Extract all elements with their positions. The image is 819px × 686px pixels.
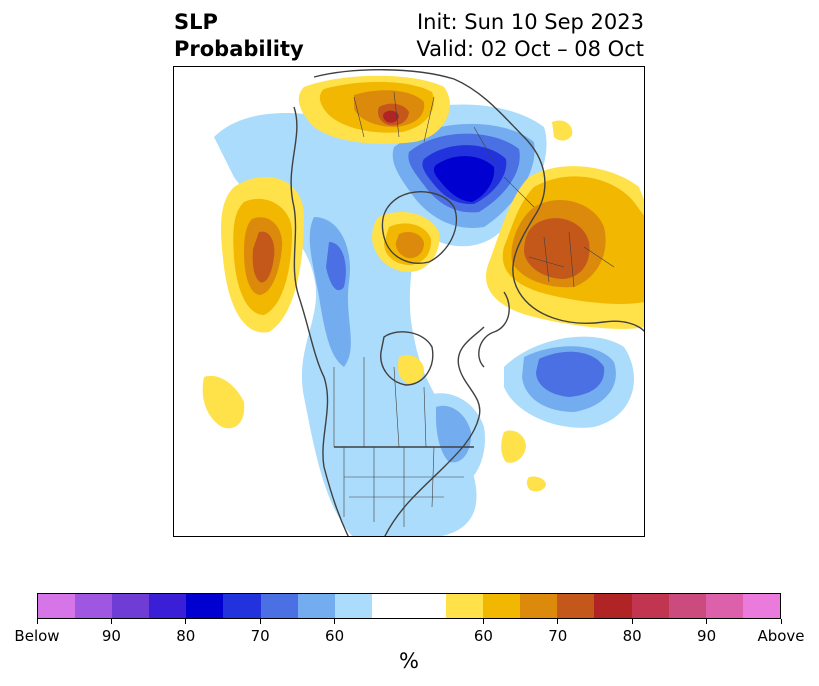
above-normal-shading bbox=[202, 75, 644, 492]
map-panel bbox=[173, 66, 645, 537]
colorbar-tick-label: 60 bbox=[473, 627, 493, 645]
probability-map bbox=[202, 69, 644, 536]
colorbar-segment bbox=[446, 594, 484, 618]
probability-colorbar bbox=[37, 593, 781, 619]
atlantic-blue-strong bbox=[536, 351, 605, 397]
atlantic-south-orange-2 bbox=[526, 476, 546, 492]
title-metric: Probability bbox=[174, 37, 304, 61]
colorbar-tick bbox=[706, 619, 708, 624]
colorbar-tick-label: 80 bbox=[176, 627, 196, 645]
init-date: Init: Sun 10 Sep 2023 bbox=[416, 10, 644, 34]
greenland-orange-deep bbox=[395, 232, 424, 259]
north-america-coast bbox=[290, 106, 485, 536]
pacific-south-orange bbox=[202, 375, 245, 429]
colorbar-tick bbox=[780, 619, 782, 624]
colorbar-segment bbox=[223, 594, 261, 618]
colorbar-tick-label: Above bbox=[757, 627, 805, 645]
colorbar-tick bbox=[557, 619, 559, 624]
colorbar-segment bbox=[483, 594, 521, 618]
canada-province-lines bbox=[333, 357, 427, 448]
europe-orange-core bbox=[524, 218, 590, 279]
valid-period: Valid: 02 Oct – 08 Oct bbox=[416, 37, 644, 61]
russia-regions bbox=[353, 91, 535, 208]
colorbar-unit-label: % bbox=[399, 649, 419, 673]
us-state-lines bbox=[343, 446, 464, 527]
hudson-orange bbox=[397, 355, 424, 384]
title-variable: SLP bbox=[174, 10, 218, 34]
colorbar-segment bbox=[631, 594, 669, 618]
atlantic-south-orange bbox=[501, 430, 526, 463]
colorbar-segment bbox=[112, 594, 150, 618]
pacific-orange-core bbox=[252, 231, 275, 283]
colorbar-tick bbox=[631, 619, 633, 624]
colorbar-tick-label: 60 bbox=[325, 627, 345, 645]
colorbar-tick-label: 90 bbox=[101, 627, 121, 645]
siberia-red-core bbox=[383, 110, 399, 123]
colorbar-tick bbox=[482, 619, 484, 624]
colorbar-tick bbox=[334, 619, 336, 624]
chart-title-left: SLP Probability bbox=[174, 9, 304, 63]
colorbar-tick-label: 90 bbox=[697, 627, 717, 645]
alaska-blue-deep bbox=[326, 242, 346, 291]
colorbar-segment bbox=[334, 594, 372, 618]
colorbar-segment bbox=[260, 594, 298, 618]
colorbar-segment bbox=[705, 594, 743, 618]
colorbar-segment bbox=[520, 594, 558, 618]
colorbar-tick-label: 70 bbox=[548, 627, 568, 645]
colorbar-tick bbox=[185, 619, 187, 624]
colorbar-segment bbox=[186, 594, 224, 618]
colorbar-tick bbox=[36, 619, 38, 624]
colorbar-segment bbox=[371, 594, 447, 618]
colorbar-segment bbox=[75, 594, 113, 618]
colorbar-segment bbox=[668, 594, 706, 618]
colorbar-tick-label: 80 bbox=[622, 627, 642, 645]
colorbar-segment bbox=[742, 594, 780, 618]
europe-borders bbox=[528, 231, 615, 288]
greenland-coast bbox=[381, 191, 458, 264]
coastlines bbox=[290, 69, 644, 536]
colorbar-segment bbox=[38, 594, 76, 618]
hudson-bay-coast bbox=[380, 331, 434, 386]
colorbar-segment bbox=[557, 594, 595, 618]
chart-title-right: Init: Sun 10 Sep 2023 Valid: 02 Oct – 08… bbox=[416, 9, 644, 63]
colorbar-tick bbox=[110, 619, 112, 624]
europe-coast bbox=[478, 291, 510, 368]
east-asia-orange bbox=[552, 120, 573, 141]
arctic-blue-core bbox=[433, 156, 495, 202]
eurasia-coast bbox=[313, 69, 644, 333]
colorbar-segment bbox=[594, 594, 632, 618]
colorbar-tick-label: Below bbox=[14, 627, 60, 645]
colorbar-segment bbox=[297, 594, 335, 618]
colorbar-segment bbox=[149, 594, 187, 618]
colorbar-tick-label: 70 bbox=[250, 627, 270, 645]
colorbar-tick bbox=[259, 619, 261, 624]
